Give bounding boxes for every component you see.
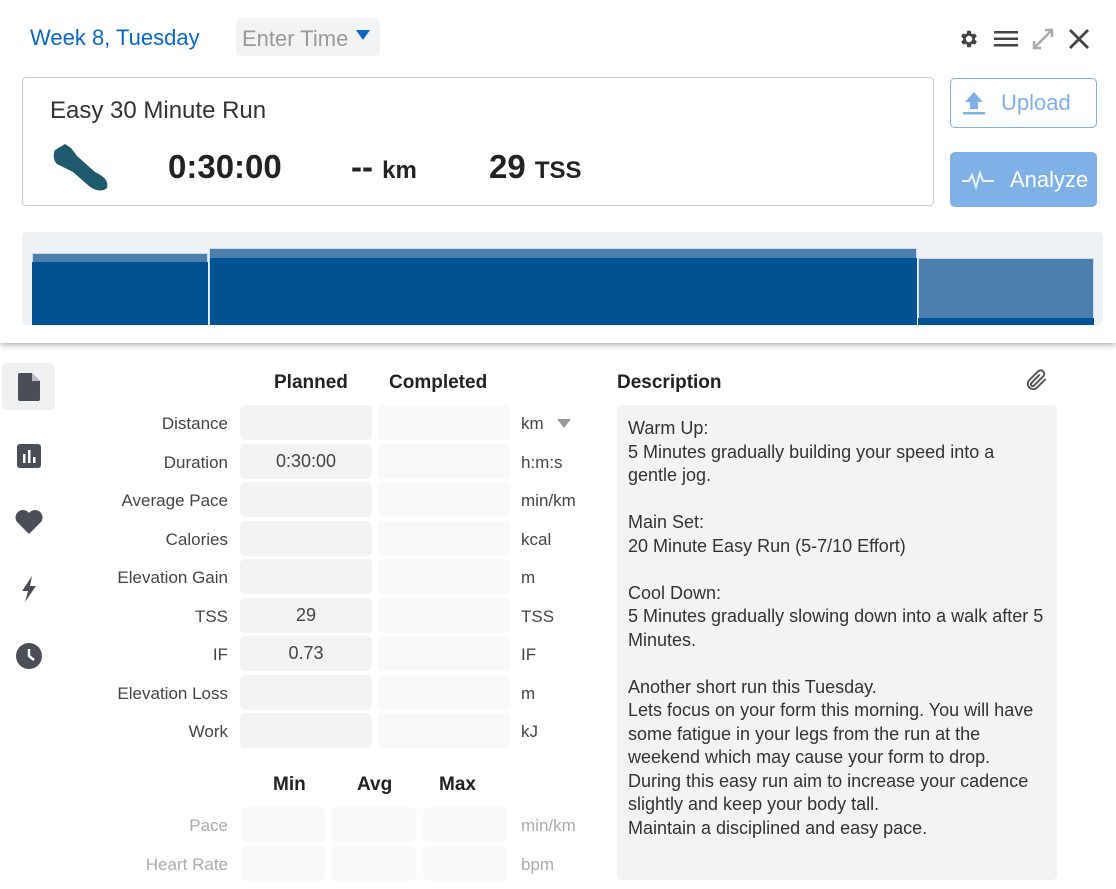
workout-header-panel: Week 8, Tuesday Enter Time Easy 30 Minut… [0,0,1116,343]
completed-input[interactable] [378,636,510,671]
range-row-label: Pace [189,816,228,835]
distance-value: -- km [351,148,417,186]
row-label: Distance [161,414,228,433]
avg-header: Avg [357,774,393,795]
avg-input[interactable] [332,845,416,881]
sidebar-item-details[interactable] [2,363,55,410]
unit-label: km [521,414,544,433]
heart-icon [15,510,42,534]
workout-title: Easy 30 Minute Run [50,97,267,124]
row-label: IF [212,645,228,664]
description-heading: Description [617,372,722,393]
distance-unit: km [382,157,417,184]
avg-input[interactable] [332,807,416,842]
expand-icon[interactable] [1031,27,1055,51]
row-label: Calories [165,529,228,549]
cooldown-segment-core [918,318,1094,325]
tss-number: 29 [489,148,526,185]
upload-label: Upload [1001,90,1071,115]
planned-input[interactable] [240,559,372,594]
planned-input[interactable]: 0.73 [240,636,372,671]
completed-input[interactable] [378,674,510,710]
planned-header: Planned [274,372,348,393]
unit-label: min/km [521,491,576,510]
duration-value: 0:30:00 [168,148,282,185]
min-input[interactable] [241,807,325,842]
clock-icon [15,642,42,669]
unit-dropdown-icon[interactable] [557,419,571,429]
analyze-label: Analyze [1010,166,1089,192]
max-header: Max [439,774,476,795]
paperclip-icon[interactable] [1024,366,1050,394]
planned-input[interactable] [240,520,372,556]
tss-unit: TSS [534,157,582,184]
row-label: TSS [194,606,228,626]
completed-header: Completed [389,372,488,393]
time-dropdown[interactable]: Enter Time [236,18,380,56]
planned-input[interactable] [240,405,372,440]
completed-input[interactable] [378,443,510,479]
row-label: Elevation Loss [117,683,228,703]
upload-button[interactable]: Upload [950,78,1097,128]
row-label: Duration [163,452,228,472]
running-shoe-icon [53,144,108,191]
range-unit-label: min/km [521,816,576,835]
unit-label: h:m:s [521,452,563,472]
day-title: Week 8, Tuesday [30,25,200,50]
row-label: Elevation Gain [117,568,228,587]
planned-input[interactable] [240,482,372,517]
upload-icon [963,92,985,115]
row-label: Work [188,722,228,741]
unit-label: kcal [521,529,552,549]
planned-input[interactable]: 29 [240,597,372,633]
caret-down-icon [356,30,370,40]
lightning-icon [21,575,36,602]
distance-number: -- [351,148,373,185]
warmup-segment-core [32,262,208,325]
range-unit-label: bpm [521,854,555,874]
sidebar-item-time[interactable] [2,632,55,679]
completed-input[interactable] [378,405,510,440]
completed-input[interactable] [378,520,510,556]
file-icon [17,372,40,401]
min-header: Min [273,774,306,795]
workout-summary-card[interactable]: Easy 30 Minute Run 0:30:00 -- km 29 TSS [22,77,934,206]
unit-label: IF [521,645,537,664]
menu-icon[interactable] [994,30,1018,48]
sidebar-item-power[interactable] [2,565,55,612]
completed-input[interactable] [378,713,510,748]
pulse-icon [962,169,994,190]
planned-input[interactable] [240,674,372,710]
tss-value: 29 TSS [489,148,582,186]
close-icon[interactable] [1068,28,1090,50]
cooldown-segment[interactable] [918,258,1094,325]
workout-structure-chart[interactable] [22,232,1103,325]
analyze-button[interactable]: Analyze [950,152,1097,207]
row-label: Average Pace [121,491,228,510]
planned-input[interactable]: 0:30:00 [240,443,372,479]
completed-input[interactable] [378,597,510,633]
planned-input[interactable] [240,713,372,748]
unit-label: m [521,568,536,587]
chart-icon [16,443,41,468]
description-text[interactable]: Warm Up: 5 Minutes gradually building yo… [617,405,1057,880]
sidebar-item-heart-rate[interactable] [2,498,55,545]
min-input[interactable] [241,845,325,881]
range-row-label: Heart Rate [145,854,228,874]
completed-input[interactable] [378,482,510,517]
unit-label: kJ [521,722,538,741]
sidebar-item-analysis[interactable] [2,432,55,479]
unit-label: TSS [521,606,555,626]
completed-input[interactable] [378,559,510,594]
max-input[interactable] [423,807,507,842]
main-set-segment-core [209,258,917,325]
time-placeholder: Enter Time [242,26,349,51]
unit-label: m [521,683,536,703]
gear-icon[interactable] [958,28,980,50]
max-input[interactable] [423,845,507,881]
